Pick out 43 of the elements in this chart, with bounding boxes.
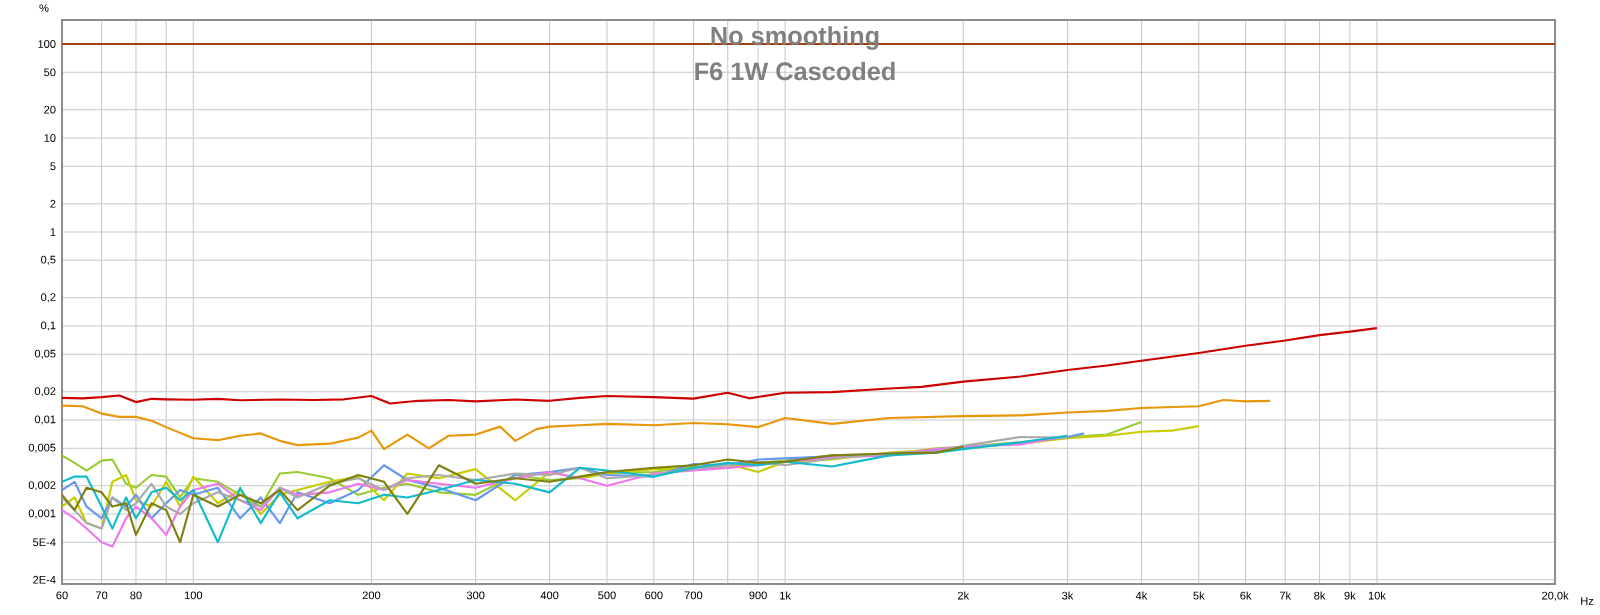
x-tick-label: 9k xyxy=(1344,591,1356,600)
x-tick-label: 3k xyxy=(1062,591,1074,600)
x-tick-label: 500 xyxy=(598,591,616,600)
y-tick-label: 20 xyxy=(44,105,56,114)
x-tick-label: 1k xyxy=(780,591,791,600)
y-tick-label: 5E-4 xyxy=(33,538,56,547)
x-tick-label: 80 xyxy=(130,591,142,600)
x-tick-label: 300 xyxy=(466,591,485,600)
y-tick-label: 0,002 xyxy=(28,481,56,491)
x-tick-label: 70 xyxy=(96,591,108,600)
x-tick-label: 6k xyxy=(1240,591,1252,600)
x-tick-label: 2k xyxy=(957,591,970,600)
y-tick-label: 10 xyxy=(44,134,56,142)
y-tick-label: 100 xyxy=(38,40,56,48)
x-tick-label: 60 xyxy=(56,591,68,600)
x-tick-label: 10k xyxy=(1368,591,1386,600)
y-tick-label: 1 xyxy=(50,228,56,236)
y-tick-label: 2E-4 xyxy=(33,575,56,584)
x-tick-label: 100 xyxy=(184,591,203,600)
x-tick-label: 4k xyxy=(1135,591,1148,600)
y-tick-label: 0,1 xyxy=(41,321,56,331)
text: F6 1W Cascoded xyxy=(695,61,895,81)
y-tick-label: 0,01 xyxy=(34,415,56,425)
x-tick-label: 20,0k xyxy=(1542,591,1569,601)
x-axis-title: Hz xyxy=(1581,597,1594,605)
y-tick-label: 2 xyxy=(50,199,56,208)
y-tick-label: 0,05 xyxy=(34,349,56,359)
y-tick-label: 0,5 xyxy=(41,255,56,265)
x-tick-label: 7k xyxy=(1279,591,1292,600)
x-tick-label: 8k xyxy=(1314,591,1326,600)
y-axis-title: % xyxy=(39,4,49,12)
y-tick-label: 0,001 xyxy=(28,509,56,519)
x-tick-label: 5k xyxy=(1193,591,1205,600)
y-tick-label: 50 xyxy=(44,68,56,77)
y-tick-label: 0,02 xyxy=(34,387,56,397)
y-tick-label: 0,2 xyxy=(41,293,56,303)
x-tick-label: 700 xyxy=(684,591,703,600)
x-tick-label: 400 xyxy=(540,591,559,600)
x-tick-label: 600 xyxy=(645,591,663,600)
y-tick-label: 5 xyxy=(50,162,56,171)
x-tick-label: 200 xyxy=(362,591,381,600)
x-tick-label: 900 xyxy=(749,591,767,600)
y-tick-label: 0,005 xyxy=(28,443,56,453)
